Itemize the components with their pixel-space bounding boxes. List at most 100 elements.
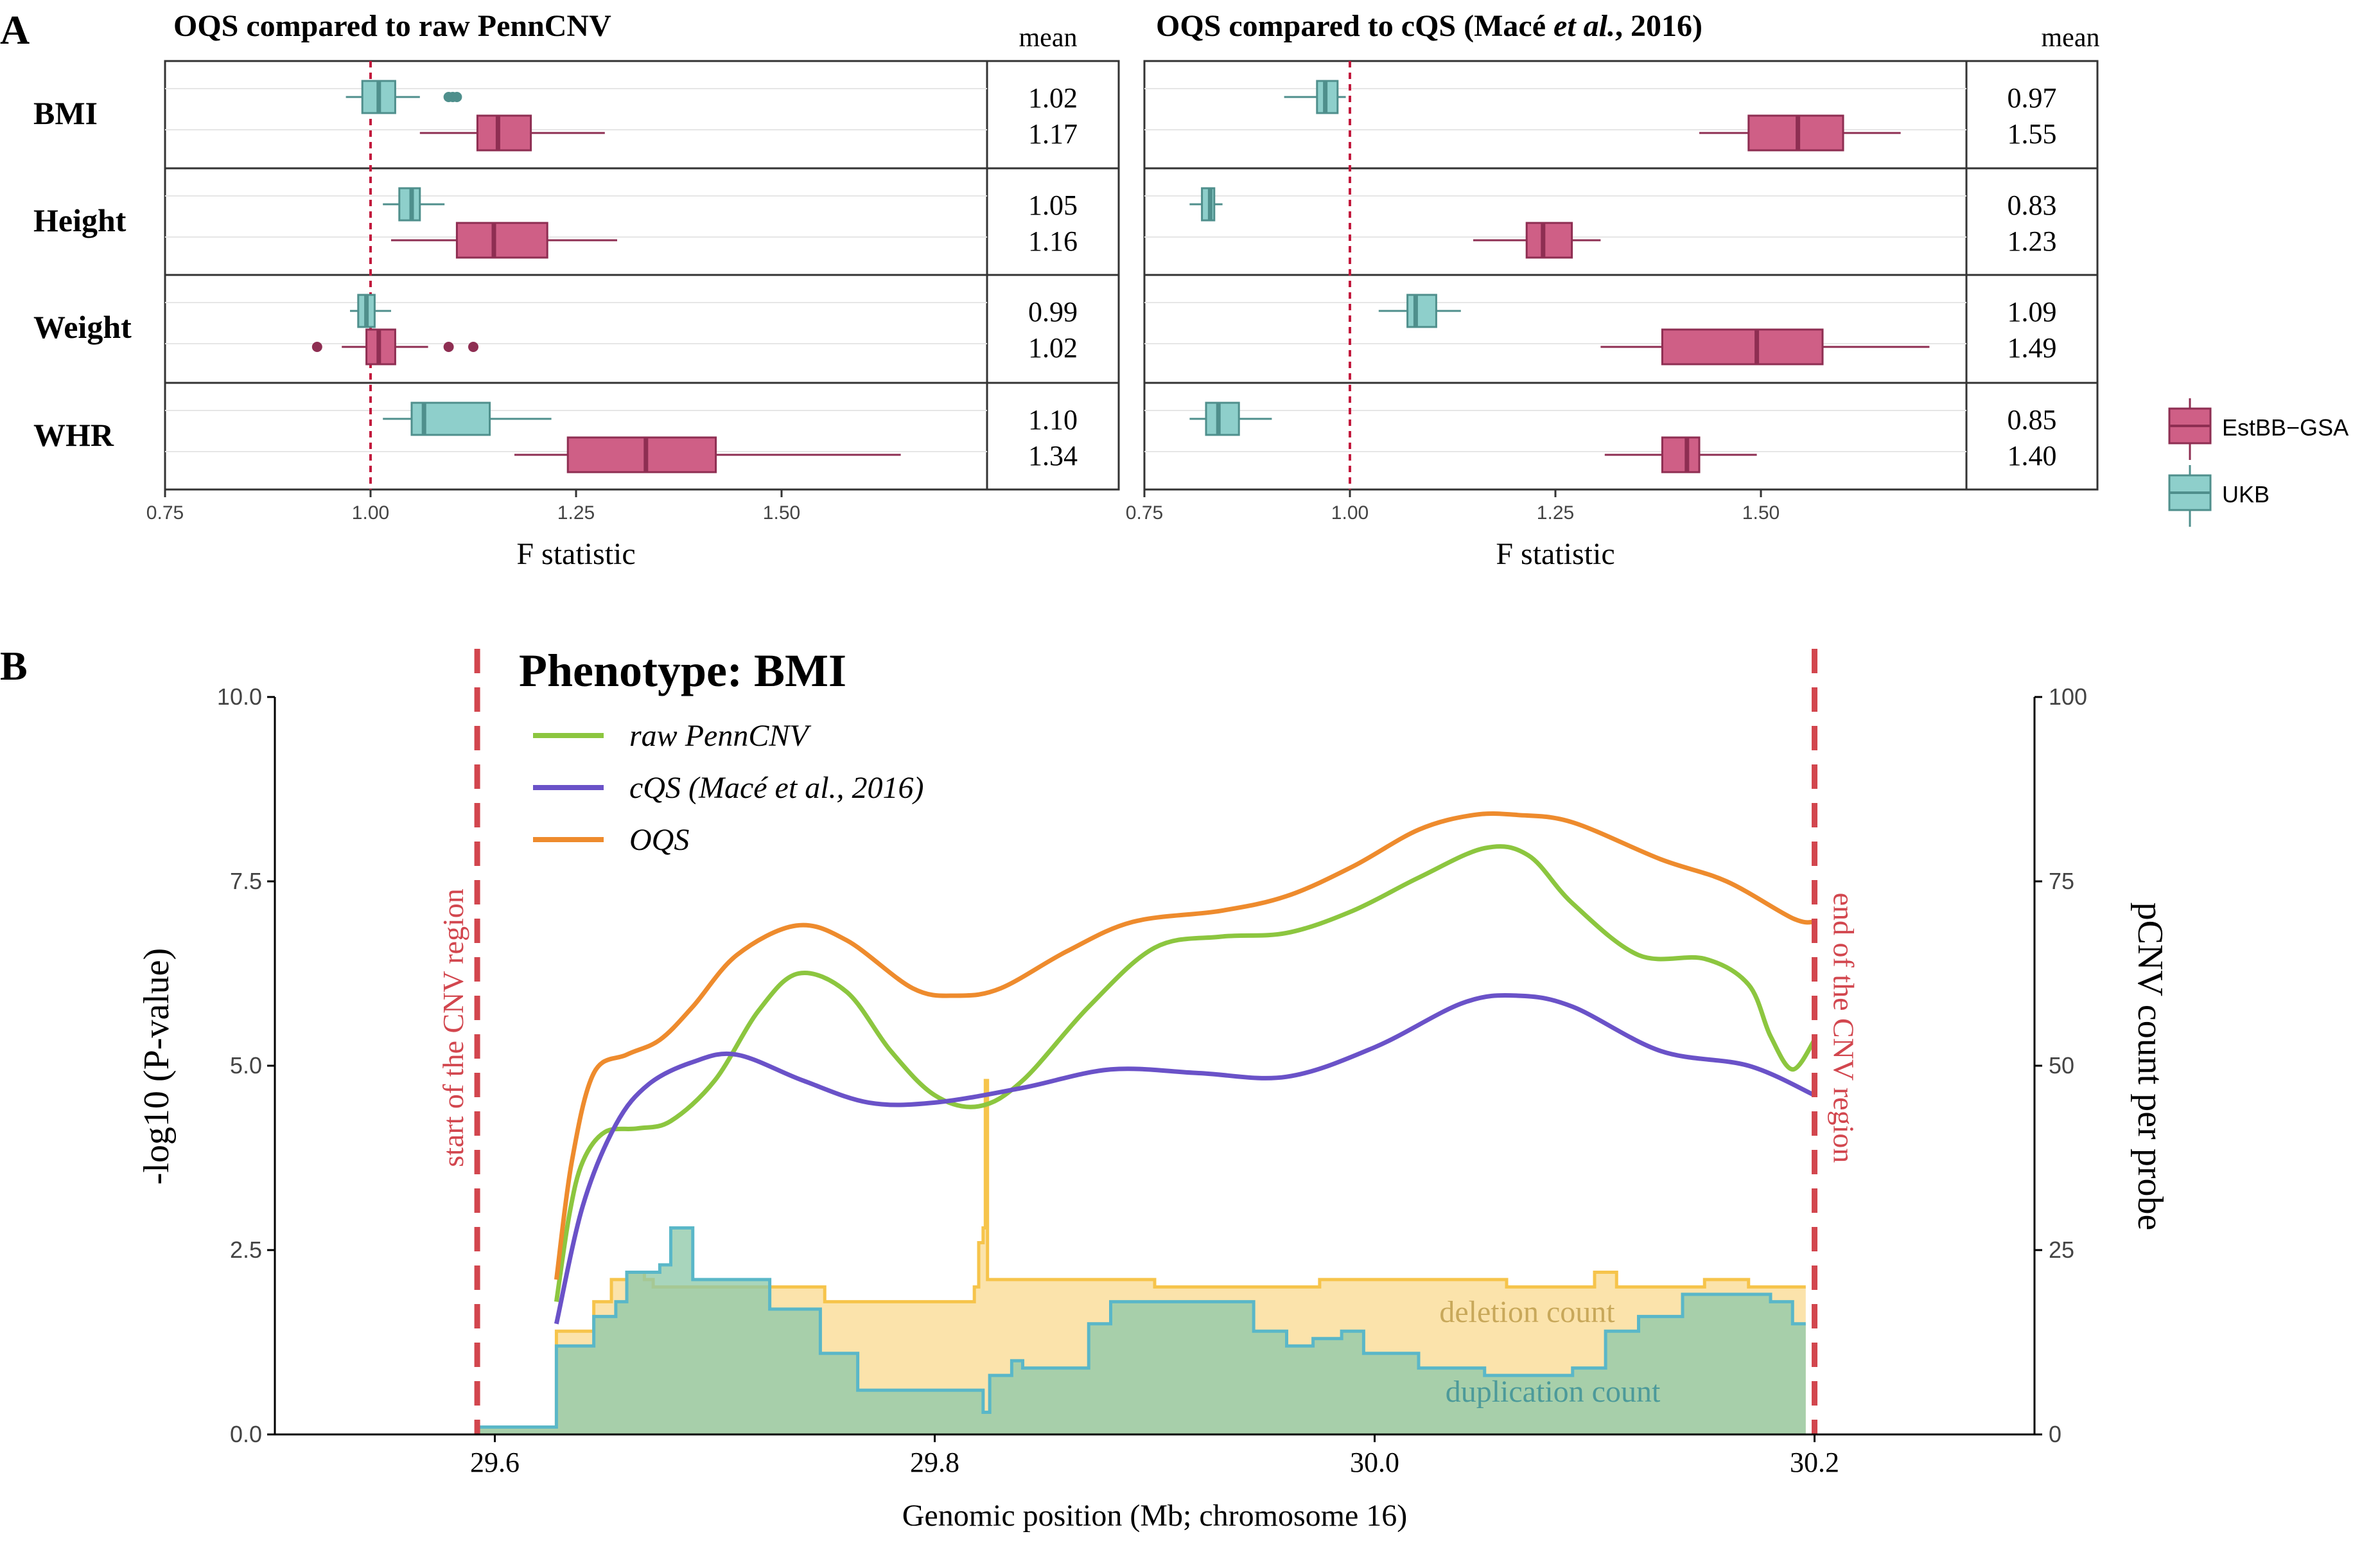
duplication-count-line [479, 1226, 1806, 1429]
ukb-weight-box [1406, 294, 1437, 328]
x-axis-title: Genomic position (Mb; chromosome 16) [902, 1499, 1408, 1533]
chart-title: Phenotype: BMI [519, 645, 846, 696]
right-title-part-3: , 2016) [1615, 9, 1702, 43]
mean-row-frame [1965, 274, 2099, 384]
x-tick-label: 1.25 [557, 502, 595, 524]
estbb-whr-mean-value: 1.40 [2008, 440, 2057, 472]
estbb-bmi-mean-value: 1.17 [1028, 118, 1078, 150]
y2-tick-label: 25 [2049, 1237, 2074, 1263]
oqs-line [554, 811, 1816, 1280]
trait-label-height: Height [33, 202, 127, 238]
ukb-whr-mean-value: 0.85 [2008, 404, 2057, 436]
mean-row-frame [1965, 382, 2099, 491]
right-title-part-1: OQS compared to cQS (Macé [1156, 9, 1553, 43]
mean-row-frame [1965, 60, 2099, 170]
x-tick-label: 29.6 [470, 1447, 520, 1478]
estbb-height-mean-value: 1.23 [2008, 225, 2057, 257]
trait-label-whr: WHR [33, 417, 114, 453]
estbb-weight-mean-value: 1.02 [1028, 332, 1078, 364]
raw-penncnv-line [554, 844, 1817, 1302]
line-chart-panel: start of the CNV region end of the CNV re… [137, 645, 2170, 1533]
ukb-height-mean-value: 1.05 [1028, 190, 1078, 221]
x-tick-label: 1.50 [1742, 502, 1780, 524]
plot-row-frame [164, 167, 988, 276]
ukb-whr-mean-value: 1.10 [1028, 404, 1078, 436]
x-tick-label: 29.8 [910, 1447, 959, 1478]
plot-row-frame [1143, 382, 1968, 491]
estbb-weight-outlier [443, 342, 454, 352]
y2-tick-label: 100 [2049, 683, 2087, 710]
cqs-legend-label: cQS (Macé et al., 2016) [629, 771, 924, 805]
estbb-height-box [1525, 222, 1573, 259]
estbb-whr-box [566, 436, 717, 473]
ukb-bmi-mean-value: 1.02 [1028, 82, 1078, 114]
mean-row-frame [986, 167, 1120, 276]
y-tick-label: 7.5 [230, 868, 262, 894]
right-boxplot-panel: 0.97 1.55 0.83 1.23 1.09 1.49 0.85 1.40 0.75 1.00… [1126, 60, 2099, 571]
right-panel-title: OQS compared to cQS (Macé et al., 2016) [1156, 9, 1702, 43]
plot-row-frame [164, 274, 988, 384]
y-tick-label: 2.5 [230, 1237, 262, 1263]
region-start-label: start of the CNV region [437, 888, 469, 1167]
ukb-weight-mean-value: 1.09 [2008, 296, 2057, 328]
y2-tick-label: 0 [2049, 1421, 2061, 1447]
trait-label-weight: Weight [33, 309, 132, 345]
estbb-bmi-mean-value: 1.55 [2008, 118, 2057, 150]
x-tick-label: 30.2 [1790, 1447, 1839, 1478]
y2-tick-label: 50 [2049, 1052, 2074, 1079]
x-tick-label: 1.00 [1331, 502, 1369, 524]
left-boxplot-panel: 1.02 1.17 1.05 1.16 0.99 1.02 1.10 1.34 0.75 1.00… [146, 60, 1120, 571]
x-tick-label: 1.50 [763, 502, 800, 524]
plot-row-frame [164, 382, 988, 491]
x-tick-label: 1.25 [1537, 502, 1574, 524]
ukb-whr-box [1205, 401, 1240, 436]
estbb-whr-box [1661, 436, 1701, 473]
x-tick-label: 0.75 [1126, 502, 1163, 524]
ukb-bmi-outlier [451, 92, 462, 102]
x-tick-label: 1.00 [352, 502, 389, 524]
mean-row-frame [986, 274, 1120, 384]
estbb-weight-outlier [311, 342, 322, 352]
x-axis-title: F statistic [516, 537, 635, 571]
deletion-count-label: deletion count [1439, 1295, 1615, 1329]
ukb-bmi-mean-value: 0.97 [2008, 82, 2057, 114]
left-panel-title: OQS compared to raw PennCNV [173, 9, 611, 43]
region-end-label: end of the CNV region [1828, 893, 1860, 1163]
y-tick-label: 5.0 [230, 1052, 262, 1079]
mean-row-frame [986, 60, 1120, 170]
plot-row-frame [164, 60, 988, 170]
y-axis-title: -log10 (P-value) [137, 948, 177, 1185]
y-tick-label: 0.0 [230, 1421, 262, 1447]
legend-label: EstBB−GSA [2222, 414, 2349, 441]
estbb-weight-box [1661, 328, 1824, 366]
panel-b-label: B [0, 643, 28, 689]
trait-labels: BMI Height Weight WHR [33, 95, 132, 453]
x-tick-label: 30.0 [1350, 1447, 1399, 1478]
panel-a-label: A [0, 7, 30, 53]
oqs-legend-label: OQS [629, 823, 689, 857]
y2-tick-label: 75 [2049, 868, 2074, 894]
estbb-bmi-box [476, 114, 532, 152]
left-mean-header: mean [1019, 23, 1078, 53]
duplication-count-label: duplication count [1446, 1375, 1661, 1409]
estbb-weight-outlier [468, 342, 478, 352]
estbb-whr-mean-value: 1.34 [1028, 440, 1078, 472]
mean-row-frame [1965, 167, 2099, 276]
x-tick-label: 0.75 [146, 502, 184, 524]
duplication-count-area [479, 1228, 1806, 1434]
right-mean-header: mean [2042, 23, 2100, 53]
ukb-weight-mean-value: 0.99 [1028, 296, 1078, 328]
trait-label-bmi: BMI [33, 95, 98, 131]
y-tick-label: 10.0 [217, 683, 262, 710]
right-title-part-2: et al. [1553, 9, 1615, 43]
deletion-count-line [479, 1079, 1806, 1429]
cqs-line [554, 992, 1816, 1325]
legend-label: UKB [2222, 481, 2270, 507]
y2-axis-title: pCNV count per probe [2130, 903, 2170, 1231]
raw-penncnv-legend-label: raw PennCNV [629, 719, 811, 753]
estbb-height-box [455, 222, 548, 259]
mean-row-frame [986, 382, 1120, 491]
estbb-height-mean-value: 1.16 [1028, 225, 1078, 257]
x-axis-title: F statistic [1496, 537, 1614, 571]
